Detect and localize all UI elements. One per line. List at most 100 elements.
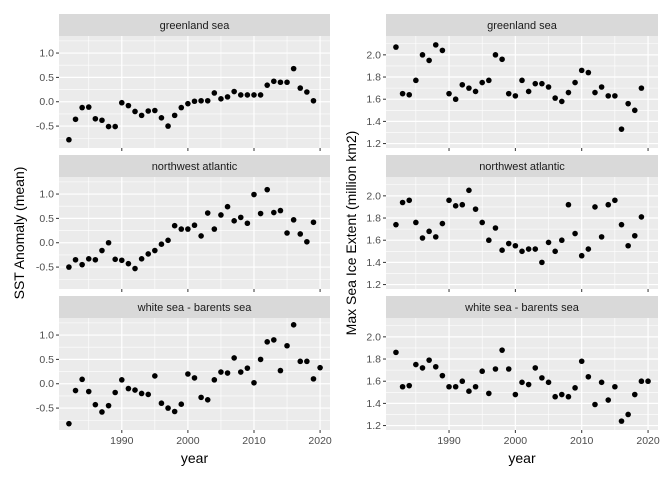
data-point (519, 77, 525, 84)
data-point (585, 69, 592, 76)
data-point (472, 206, 479, 212)
data-point (625, 242, 631, 249)
data-point (244, 92, 251, 98)
data-point (419, 235, 426, 241)
data-point (224, 94, 231, 100)
data-point (578, 67, 585, 74)
x-tick-label: 2010 (570, 435, 594, 447)
data-point (317, 364, 323, 371)
data-point (92, 115, 99, 122)
data-point (486, 77, 492, 84)
data-point (158, 241, 165, 247)
y-tick-label: 2.0 (366, 190, 381, 202)
data-point (432, 363, 439, 370)
facet-strip-label: white sea - barents sea (464, 302, 580, 314)
data-point (452, 96, 459, 103)
data-point (224, 203, 231, 210)
data-point (105, 402, 112, 409)
data-point (406, 382, 413, 389)
data-point (426, 57, 432, 64)
facet-strip-label: white sea - barents sea (137, 302, 253, 314)
x-tick-label: 2020 (308, 435, 332, 447)
x-tick-label: 2020 (636, 435, 660, 447)
data-point (138, 256, 145, 262)
data-point (237, 92, 244, 98)
y-tick-label: 1.0 (39, 189, 54, 201)
data-point (72, 256, 79, 263)
data-point (486, 390, 492, 397)
data-point (244, 365, 251, 371)
data-point (572, 79, 578, 86)
y-tick-label: 1.4 (366, 398, 381, 410)
data-point (112, 256, 118, 263)
y-tick-label: -0.5 (36, 121, 54, 133)
data-point (66, 420, 72, 427)
data-point (198, 233, 204, 239)
data-point (598, 379, 605, 386)
data-point (592, 204, 598, 210)
data-point (284, 342, 290, 349)
data-point (578, 252, 585, 259)
data-point (204, 397, 211, 403)
panel-1: greenland sea -0.5 0.0 0.5 1.0 (36, 14, 330, 151)
data-point (472, 88, 479, 95)
data-point (505, 90, 512, 97)
data-point (72, 116, 79, 123)
data-point (118, 377, 125, 383)
y-tick-label: -0.5 (36, 262, 54, 274)
data-point (446, 383, 452, 390)
data-point (512, 93, 519, 99)
data-point (231, 218, 237, 224)
data-point (399, 199, 406, 206)
x-tick-label: 2000 (504, 435, 528, 447)
data-point (297, 231, 304, 237)
data-point (519, 248, 525, 255)
x-tick-label: 2010 (242, 435, 266, 447)
data-point (310, 376, 317, 382)
data-point (559, 98, 565, 105)
data-point (572, 385, 578, 391)
data-point (612, 383, 618, 390)
data-point (138, 390, 145, 397)
data-point (605, 201, 612, 208)
data-point (585, 246, 592, 252)
data-point (251, 379, 257, 386)
data-point (105, 239, 112, 246)
data-point (459, 201, 466, 208)
y-tick-label: 2.0 (366, 331, 381, 343)
data-point (152, 373, 158, 379)
data-point (492, 366, 499, 372)
data-point (459, 378, 466, 385)
data-point (297, 358, 304, 365)
data-point (505, 240, 512, 247)
data-point (486, 237, 492, 244)
facet-strip-label: northwest atlantic (152, 161, 238, 173)
data-point (85, 256, 92, 262)
data-point (264, 186, 271, 193)
y-tick-label: 1.6 (366, 94, 381, 106)
data-point (165, 405, 171, 411)
data-point (105, 123, 112, 130)
data-point (525, 88, 532, 95)
y-axis-title-left: SST Anomaly (mean) (11, 167, 27, 300)
data-point (539, 375, 545, 381)
data-point (525, 246, 532, 252)
data-point (565, 201, 572, 208)
data-point (297, 85, 304, 91)
y-axis-title-right: Max Sea Ice Extent (million km2) (343, 131, 359, 336)
data-point (479, 219, 485, 226)
data-point (492, 225, 499, 231)
data-point (211, 226, 218, 232)
data-point (432, 234, 439, 240)
data-point (85, 104, 92, 110)
data-point (118, 257, 125, 264)
y-tick-label: 0.5 (39, 213, 54, 225)
data-point (631, 232, 638, 239)
data-point (244, 220, 251, 227)
y-tick-label: 1.6 (366, 235, 381, 247)
data-point (304, 238, 310, 245)
data-point (310, 219, 317, 226)
data-point (466, 388, 472, 394)
panel-4: northwest atlantic 1.2 1.4 1.6 1.8 2.0 (366, 155, 658, 292)
data-point (512, 391, 519, 398)
